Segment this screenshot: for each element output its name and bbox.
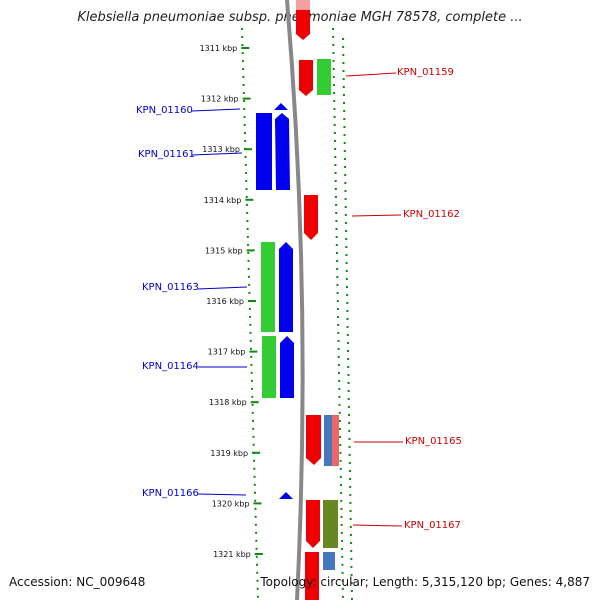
gene-label-kpn-01166[interactable]: KPN_01166 — [142, 488, 199, 499]
connector-kpn-01166 — [197, 493, 247, 496]
gene-feature[interactable] — [323, 500, 338, 548]
gene-feature-kpn-01161[interactable] — [275, 113, 290, 190]
gene-label-kpn-01161[interactable]: KPN_01161 — [138, 149, 195, 160]
axis-tick-label: 1316 kbp — [206, 297, 244, 306]
gene-feature-kpn-01165[interactable] — [306, 415, 321, 465]
gene-feature[interactable] — [280, 336, 294, 398]
gene-feature-kpn-01164[interactable] — [262, 336, 276, 398]
gene-feature-kpn-01163[interactable] — [261, 242, 275, 332]
gene-feature-kpn-01167[interactable] — [306, 500, 320, 548]
gene-feature[interactable] — [317, 59, 331, 95]
axis-tick-label: 1312 kbp — [201, 95, 239, 104]
axis-ticks: 1311 kbp 1312 kbp 1313 kbp 1314 kbp 1315 kbp… — [200, 44, 263, 559]
axis-tick-label: 1318 kbp — [209, 398, 247, 407]
gene-feature[interactable] — [279, 242, 293, 332]
connector-kpn-01167 — [352, 524, 403, 527]
gene-features — [256, 0, 339, 600]
inner-left-ring — [241, 27, 259, 600]
axis-tick-label: 1319 kbp — [210, 449, 248, 458]
connector-kpn-01162 — [351, 214, 402, 217]
axis-tick-label: 1317 kbp — [208, 348, 246, 357]
genome-summary-text: Topology: circular; Length: 5,315,120 bp… — [260, 575, 590, 589]
gene-feature-kpn-01159[interactable] — [299, 60, 313, 96]
gene-feature-kpn-01160[interactable] — [256, 113, 272, 190]
gene-label-kpn-01167[interactable]: KPN_01167 — [404, 520, 461, 531]
axis-tick-label: 1314 kbp — [204, 196, 242, 205]
gene-feature-kpn-01162[interactable] — [304, 195, 318, 240]
connector-kpn-01163 — [197, 286, 248, 290]
genome-backbone — [285, 0, 305, 600]
gene-feature[interactable] — [332, 415, 339, 466]
gene-labels: KPN_01159 KPN_01160 KPN_01161 KPN_01162 … — [136, 67, 462, 531]
gene-feature[interactable] — [296, 10, 310, 40]
axis-tick-label: 1313 kbp — [202, 145, 240, 154]
gene-feature[interactable] — [323, 552, 335, 570]
gene-feature[interactable] — [296, 0, 310, 10]
gene-feature[interactable] — [324, 415, 332, 466]
gene-label-kpn-01159[interactable]: KPN_01159 — [397, 67, 454, 78]
connector-kpn-01159 — [345, 72, 397, 77]
gene-label-kpn-01165[interactable]: KPN_01165 — [405, 436, 462, 447]
gene-feature-kpn-01166[interactable] — [279, 492, 293, 499]
accession-text: Accession: NC_009648 — [9, 575, 146, 589]
axis-tick-label: 1311 kbp — [200, 44, 238, 53]
gene-label-kpn-01162[interactable]: KPN_01162 — [403, 209, 460, 220]
gene-feature[interactable] — [305, 552, 319, 600]
axis-tick-label: 1321 kbp — [213, 550, 251, 559]
outer-right-ring — [342, 37, 353, 600]
axis-tick-label: 1320 kbp — [212, 499, 250, 508]
connector-kpn-01160 — [191, 108, 241, 112]
label-connectors — [191, 72, 403, 527]
axis-tick-label: 1315 kbp — [205, 246, 243, 255]
gene-label-kpn-01164[interactable]: KPN_01164 — [142, 361, 199, 372]
connector-kpn-01161 — [191, 152, 243, 156]
gene-feature[interactable] — [274, 103, 288, 110]
gene-label-kpn-01160[interactable]: KPN_01160 — [136, 105, 193, 116]
gene-label-kpn-01163[interactable]: KPN_01163 — [142, 282, 199, 293]
